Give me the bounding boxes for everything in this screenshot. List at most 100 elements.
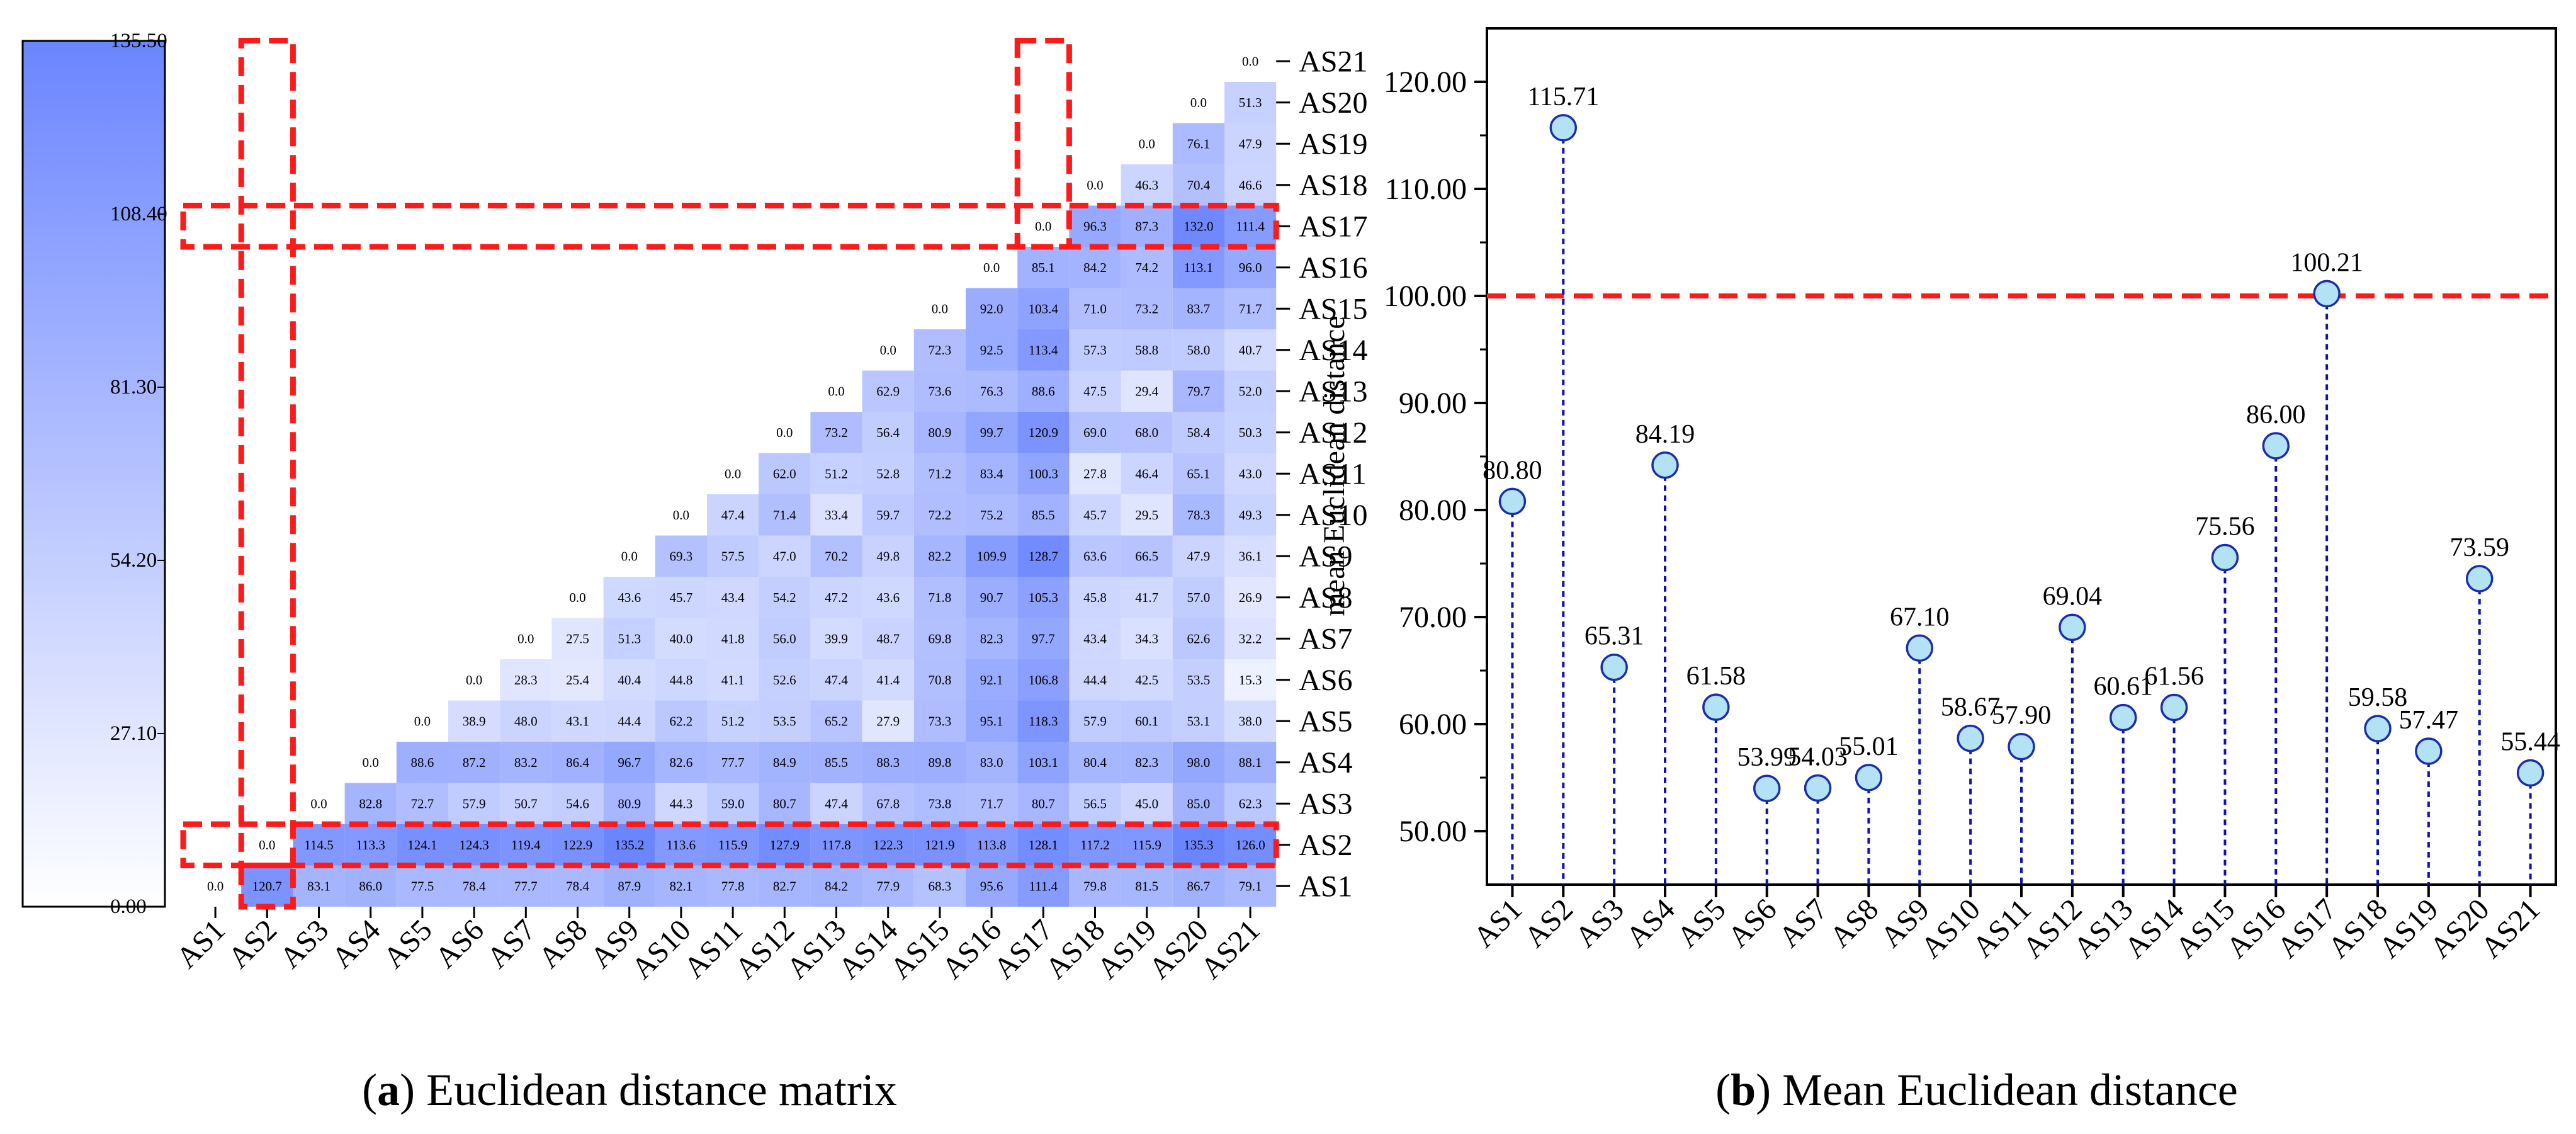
colorbar-ticks: 0.00 27.10 54.20 81.30 108.40 135.50 [110, 30, 167, 918]
cell-value: 80.9 [929, 425, 952, 440]
y-tick-label: AS5 [1299, 705, 1352, 738]
heatmap-cell [1121, 247, 1173, 288]
heatmap-cell [344, 865, 397, 907]
heatmap-cell [1121, 164, 1173, 206]
cell-value: 60.1 [1135, 713, 1158, 729]
y-tick-label: 50.00 [1399, 815, 1467, 848]
cell-value: 105.3 [1029, 590, 1058, 605]
cell-value: 53.1 [1187, 713, 1211, 729]
cell-value: 77.9 [876, 878, 900, 893]
y-tick-label: AS21 [1299, 45, 1367, 78]
heatmap-cell [1224, 288, 1277, 329]
heatmap-cell [759, 535, 811, 577]
highlight-col-box [238, 38, 296, 868]
heatmap-cell [655, 824, 707, 866]
cell-value: 49.3 [1239, 507, 1262, 523]
cell-value-diagonal: 0.0 [517, 631, 534, 646]
cell-value: 113.6 [667, 837, 696, 853]
y-tick-label: AS9 [1299, 540, 1352, 573]
data-point [1855, 764, 1883, 791]
data-label: 84.19 [1635, 420, 1695, 449]
heatmap-cell [1224, 700, 1277, 742]
cell-value: 77.7 [721, 755, 745, 770]
heatmap-cell [810, 494, 862, 536]
cell-value: 52.8 [876, 466, 900, 481]
cell-value: 39.9 [825, 631, 848, 646]
heatmap-cell [1017, 535, 1070, 577]
heatmap-cell [1069, 535, 1121, 577]
data-label: 75.56 [2195, 512, 2255, 541]
cell-value: 106.8 [1029, 672, 1058, 688]
cell-value: 96.0 [1239, 260, 1262, 275]
highlight-row-box [180, 203, 1279, 250]
data-point [2211, 543, 2239, 572]
cell-value: 73.3 [929, 713, 952, 729]
heatmap-cell [603, 700, 655, 742]
cell-value-diagonal: 0.0 [1242, 54, 1258, 69]
data-label: 115.71 [1527, 82, 1599, 111]
cell-value: 84.2 [825, 878, 848, 893]
data-label: 61.56 [2144, 662, 2204, 691]
x-tick-label: AS15 [884, 913, 956, 985]
colorbar-tick-label: 0.00 [110, 895, 147, 918]
heatmap-cell [1069, 577, 1121, 618]
heatmap-cell [551, 783, 604, 824]
heatmap-x-axis: AS1AS2AS3AS4AS5AS6AS7AS8AS9AS10AS11AS12A… [170, 907, 1267, 985]
x-tick-label: AS7 [1773, 892, 1834, 954]
cell-value: 76.1 [1187, 136, 1211, 151]
heatmap-cell [759, 618, 811, 659]
heatmap-cell [448, 865, 500, 907]
heatmap-cell [966, 577, 1018, 618]
data-point [2059, 613, 2086, 642]
heatmap-cell [966, 824, 1018, 866]
cell-value: 113.8 [977, 837, 1006, 853]
cell-value-diagonal: 0.0 [932, 301, 948, 316]
cell-value-diagonal: 0.0 [363, 755, 379, 770]
data-label: 65.31 [1585, 622, 1644, 651]
data-point [1702, 693, 1730, 721]
heatmap-cell [655, 865, 707, 907]
heatmap-highlight-boxes [180, 38, 1279, 910]
heatmap-cell [1224, 370, 1277, 412]
heatmap-cell [551, 742, 604, 783]
x-tick-label: AS8 [532, 913, 594, 975]
x-tick-label: AS12 [728, 913, 801, 985]
cell-value: 33.4 [825, 507, 848, 523]
heatmap-cell [1172, 494, 1224, 536]
cell-value-diagonal: 0.0 [414, 713, 431, 729]
x-tick-label: AS17 [2271, 892, 2343, 965]
heatmap-cell [603, 865, 655, 907]
heatmap-y-axis: AS1 AS2 AS3 AS4 AS5 AS6 AS7 AS8 AS9 AS10 AS11 AS12 A… [1276, 45, 1368, 903]
heatmap-cell [1017, 370, 1070, 412]
data-label: 80.80 [1483, 456, 1542, 485]
heatmap-cell [551, 618, 604, 659]
heatmap-cell [241, 865, 293, 907]
colorbar-tick-label: 27.10 [110, 722, 157, 745]
cell-value: 47.4 [825, 672, 848, 688]
heatmap-cell [810, 535, 862, 577]
cell-value: 86.4 [566, 755, 589, 770]
heatmap-cell [1172, 783, 1224, 824]
cell-value: 120.9 [1029, 425, 1058, 440]
data-label: 53.99 [1737, 743, 1797, 772]
heatmap-cell [759, 494, 811, 536]
cell-value: 82.3 [980, 631, 1003, 646]
data-label: 67.10 [1890, 603, 1950, 632]
cell-value: 82.2 [929, 548, 952, 564]
heatmap-cell [810, 742, 862, 783]
cell-value: 122.3 [873, 837, 903, 853]
cell-value-diagonal: 0.0 [880, 343, 896, 358]
heatmap-cell [759, 659, 811, 701]
cell-value: 26.9 [1239, 590, 1262, 605]
heatmap-cell [1069, 329, 1121, 371]
heatmap-cell [1017, 618, 1070, 659]
heatmap-cell [913, 824, 966, 866]
heatmap-cell [396, 824, 448, 866]
heatmap-cell [1069, 412, 1121, 453]
x-tick-label: AS17 [987, 913, 1059, 985]
heatmap-cell [913, 494, 966, 536]
cell-value: 115.9 [718, 837, 747, 853]
cell-value: 47.4 [721, 507, 745, 523]
cell-value: 51.2 [721, 713, 745, 729]
